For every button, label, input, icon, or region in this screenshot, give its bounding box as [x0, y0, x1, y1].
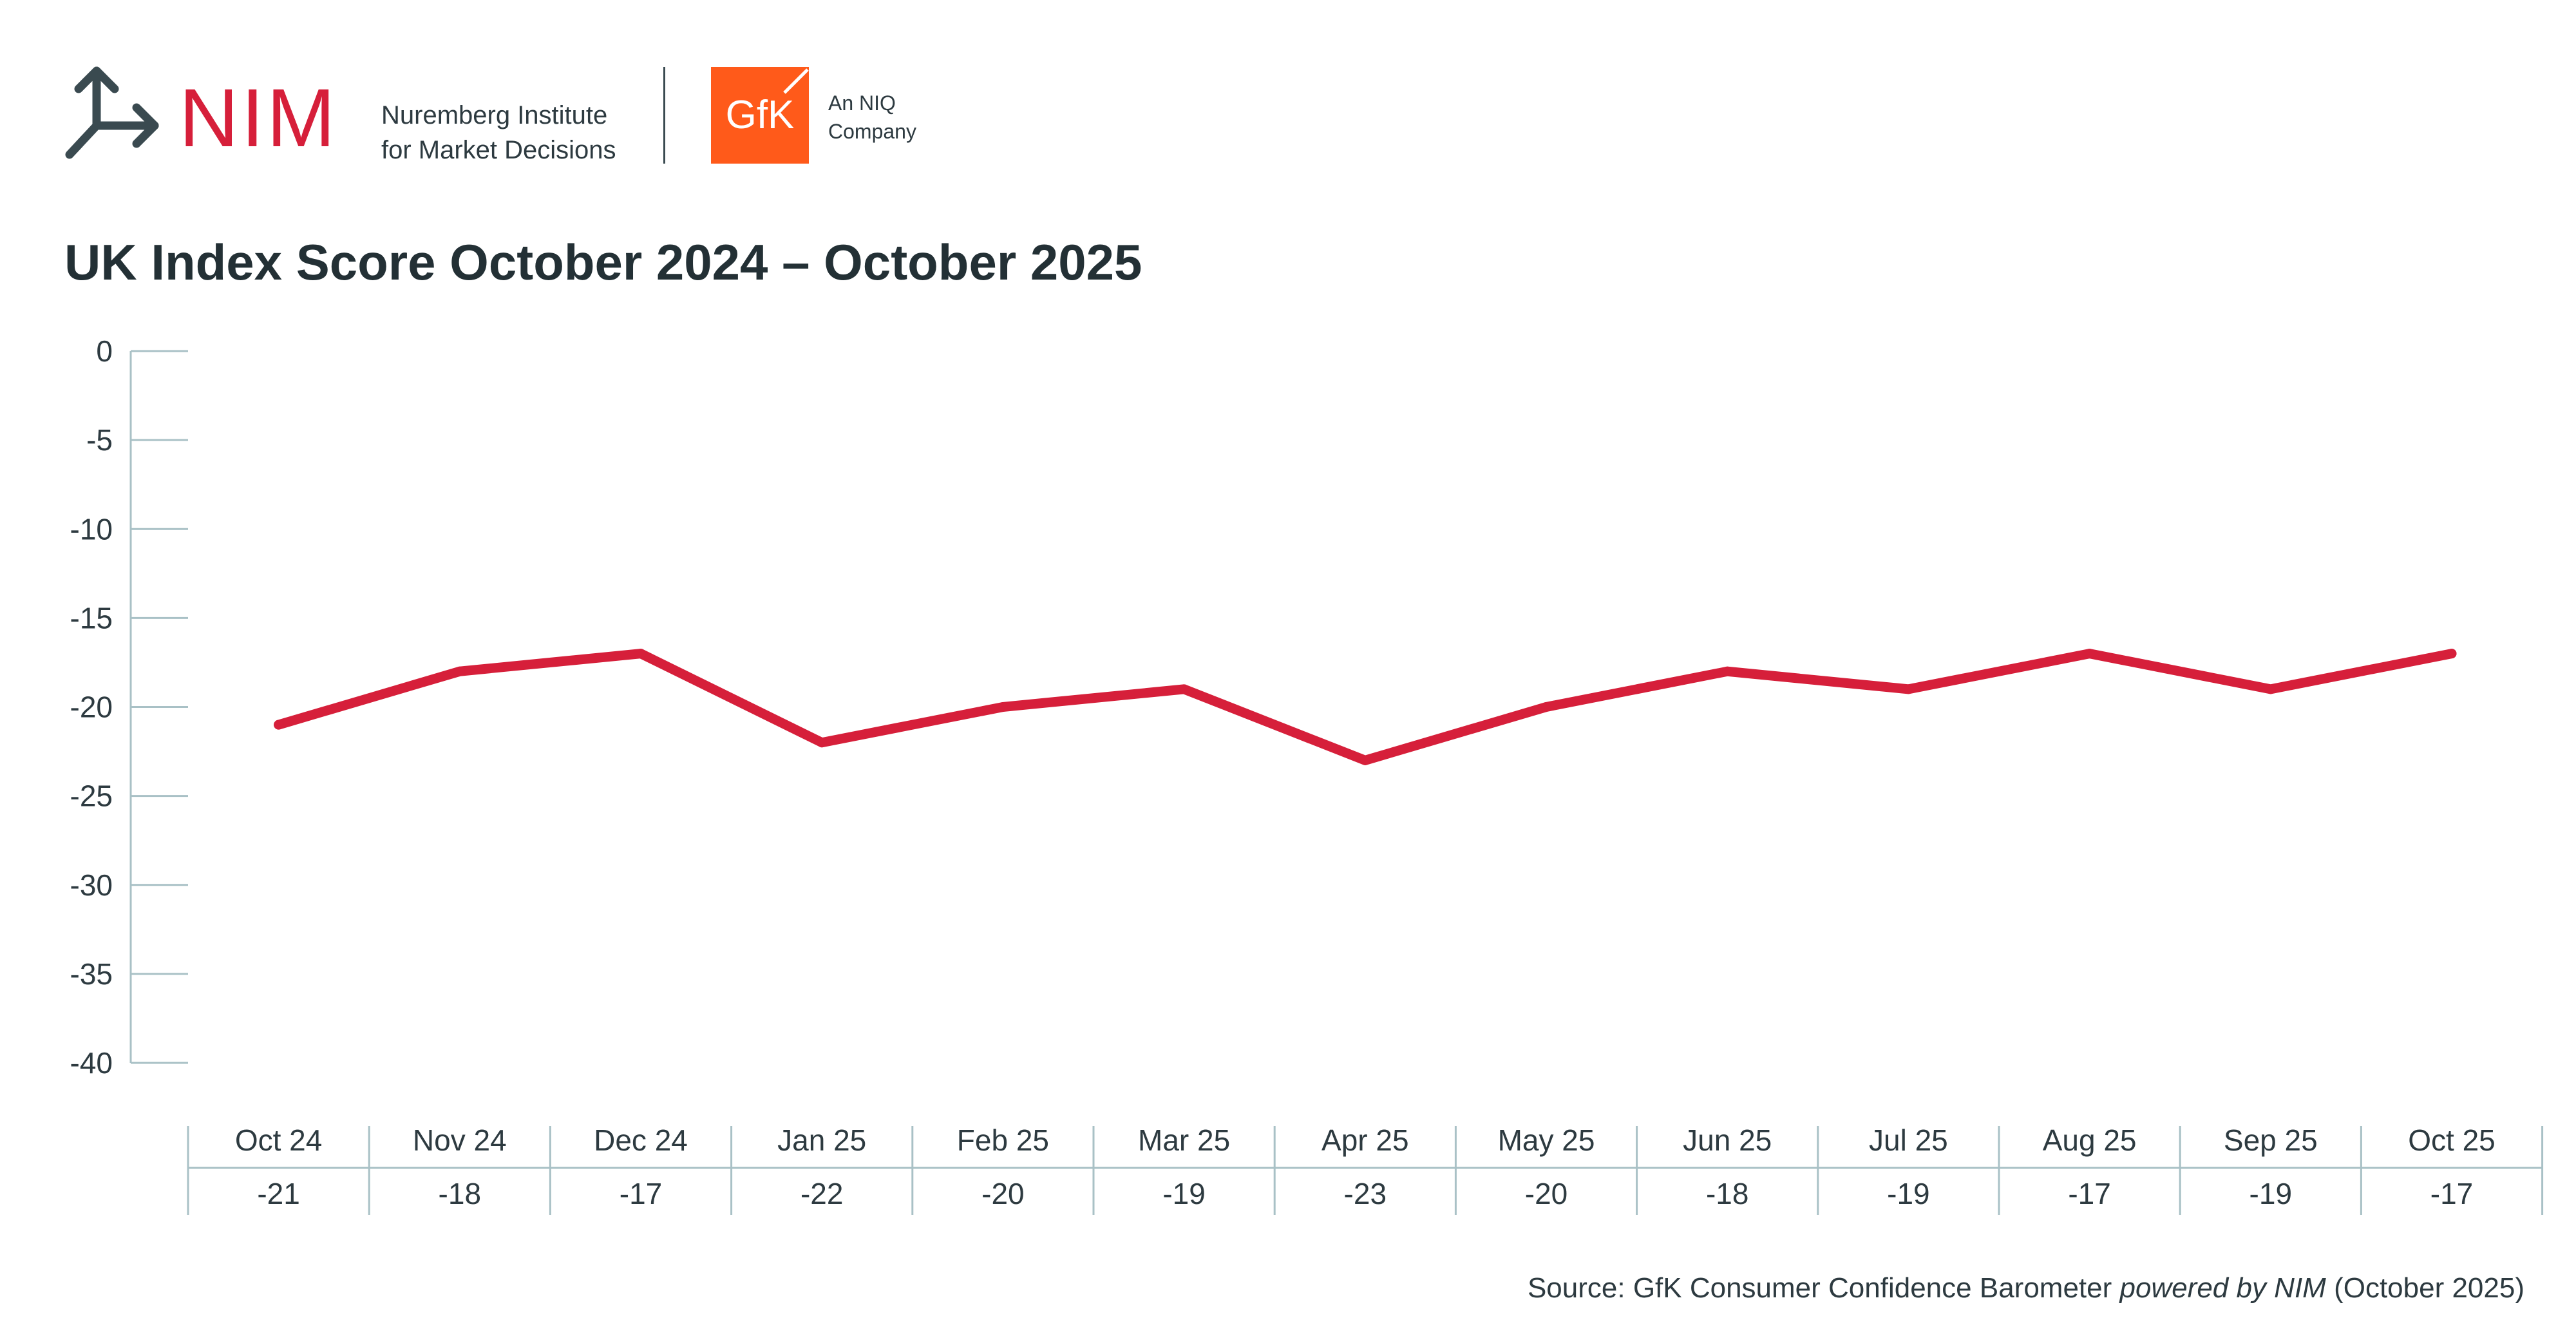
header-logos: NIM Nuremberg Institute for Market Decis…: [64, 64, 966, 167]
data-point: [636, 649, 646, 659]
data-label: -17: [2430, 1177, 2473, 1210]
data-label: -20: [1525, 1177, 1567, 1210]
data-label: -18: [1706, 1177, 1748, 1210]
data-label: -19: [2249, 1177, 2292, 1210]
data-point: [1179, 684, 1189, 694]
gfk-tag-line2: Company: [828, 120, 916, 143]
x-tick-label: Apr 25: [1321, 1123, 1409, 1157]
data-label: -20: [981, 1177, 1024, 1210]
x-tick-label: Jun 25: [1683, 1123, 1772, 1157]
source-note: Source: GfK Consumer Confidence Baromete…: [1528, 1272, 2524, 1304]
y-tick-label: -25: [70, 779, 113, 813]
logo-divider: [663, 67, 665, 164]
data-point: [2447, 649, 2457, 659]
y-tick-label: -20: [70, 691, 113, 724]
data-point: [1722, 666, 1732, 676]
chart-title: UK Index Score October 2024 – October 20…: [64, 234, 1142, 291]
gfk-tag-line1: An NIQ: [828, 91, 896, 115]
data-point: [455, 666, 465, 676]
y-tick-label: 0: [96, 334, 113, 368]
data-point: [817, 738, 827, 748]
data-point: [998, 702, 1008, 712]
gfk-corner-mark-icon: [783, 68, 809, 94]
data-label: -21: [257, 1177, 299, 1210]
nim-arrow-icon: [65, 66, 159, 159]
data-point: [2266, 684, 2276, 694]
nim-desc-line2: for Market Decisions: [381, 136, 616, 164]
y-tick-label: -15: [70, 601, 113, 635]
y-tick-label: -5: [86, 423, 113, 457]
data-label: -17: [620, 1177, 662, 1210]
nim-desc-line1: Nuremberg Institute: [381, 101, 608, 129]
y-tick-label: -30: [70, 868, 113, 902]
series-line-uk-index: [274, 649, 2457, 765]
y-tick-label: -40: [70, 1046, 113, 1080]
x-tick-label: Jul 25: [1869, 1123, 1948, 1157]
y-tick-label: -10: [70, 512, 113, 546]
x-tick-label: Nov 24: [413, 1123, 507, 1157]
nim-logo-text: NIM: [179, 72, 338, 164]
data-label: -23: [1344, 1177, 1387, 1210]
x-tick-label: Jan 25: [777, 1123, 866, 1157]
source-suffix: (October 2025): [2325, 1272, 2524, 1304]
gfk-logo-text: GfK: [725, 93, 795, 137]
data-label: -22: [800, 1177, 843, 1210]
data-label: -19: [1162, 1177, 1205, 1210]
y-tick-label: -35: [70, 957, 113, 991]
source-prefix: Source: GfK Consumer Confidence Baromete…: [1527, 1272, 2120, 1304]
nim-description: Nuremberg Institute for Market Decisions: [381, 98, 616, 167]
data-point: [274, 720, 284, 730]
data-point: [1360, 755, 1370, 765]
x-tick-label: Oct 24: [235, 1123, 323, 1157]
data-label: -18: [439, 1177, 481, 1210]
x-tick-label: Dec 24: [594, 1123, 688, 1157]
gfk-logo: GfK: [711, 67, 809, 164]
x-tick-label: Aug 25: [2043, 1123, 2137, 1157]
data-point: [1903, 684, 1913, 694]
data-point: [2085, 649, 2095, 659]
x-tick-label: May 25: [1498, 1123, 1595, 1157]
data-label: -17: [2068, 1177, 2110, 1210]
data-label: -19: [1887, 1177, 1929, 1210]
x-tick-label: Mar 25: [1138, 1123, 1230, 1157]
gfk-tagline: An NIQ Company: [828, 89, 916, 146]
x-tick-label: Sep 25: [2224, 1123, 2318, 1157]
x-tick-label: Feb 25: [957, 1123, 1049, 1157]
data-point: [1541, 702, 1551, 712]
source-italic: powered by NIM: [2119, 1272, 2326, 1304]
x-tick-label: Oct 25: [2408, 1123, 2496, 1157]
